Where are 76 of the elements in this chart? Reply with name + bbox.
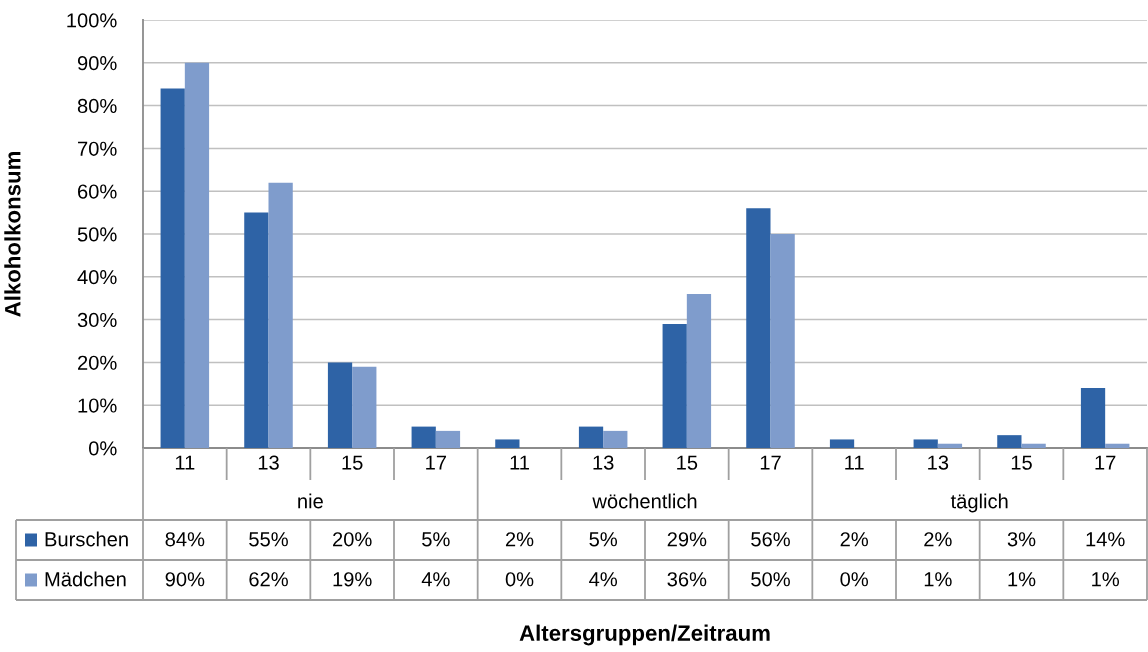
bar <box>495 439 520 448</box>
y-tick-label: 90% <box>77 56 117 71</box>
x-tick-label: 11 <box>845 455 864 470</box>
bar <box>411 426 436 448</box>
bar <box>913 439 938 448</box>
data-label: 56% <box>751 532 790 547</box>
data-label: 3% <box>1007 532 1036 547</box>
data-label: 4% <box>421 572 450 587</box>
y-tick-label: 60% <box>78 184 117 199</box>
bar <box>268 182 293 448</box>
data-label: 36% <box>667 572 707 587</box>
data-label: 1% <box>1008 572 1036 587</box>
y-tick-label: 10% <box>78 398 117 413</box>
x-tick-label: 15 <box>342 455 363 470</box>
x-tick-label: 13 <box>593 455 614 470</box>
bar <box>435 430 461 448</box>
y-tick-label: 70% <box>78 141 117 156</box>
bar <box>746 208 771 448</box>
legend-label: Mädchen <box>45 571 126 587</box>
x-tick-label: 11 <box>510 455 529 470</box>
bar <box>578 426 604 448</box>
bar <box>997 435 1022 448</box>
text: nie <box>298 493 323 509</box>
data-label: 50% <box>751 572 790 587</box>
data-label: 55% <box>249 532 288 547</box>
bar <box>1105 443 1130 448</box>
y-tick-label: 0% <box>88 441 117 456</box>
bar <box>829 439 855 448</box>
x-tick-label: 13 <box>928 455 949 470</box>
data-label: 20% <box>333 532 372 547</box>
x-tick-label: 11 <box>175 455 195 470</box>
text: täglich <box>950 493 1008 513</box>
bar <box>770 234 795 448</box>
data-label: 90% <box>165 572 205 587</box>
data-label: 5% <box>422 532 450 547</box>
text: wöchentlich <box>592 493 697 509</box>
data-label: 29% <box>667 532 707 547</box>
legend-label: Burschen <box>45 531 128 547</box>
data-label: 4% <box>589 572 617 587</box>
bar <box>184 62 210 448</box>
x-tick-label: 15 <box>677 455 698 470</box>
y-tick-label: 30% <box>77 312 117 328</box>
bar <box>352 366 377 448</box>
bar <box>244 212 269 448</box>
y-axis-title: Alkoholkonsum <box>4 152 21 317</box>
data-label: 0% <box>840 572 868 587</box>
data-label: 2% <box>924 532 952 547</box>
data-label: 14% <box>1086 532 1125 547</box>
bar <box>603 430 628 448</box>
y-tick-label: 50% <box>77 227 117 242</box>
bar <box>327 362 353 448</box>
y-tick-label: 80% <box>77 98 117 114</box>
data-label: 5% <box>589 532 617 547</box>
bar <box>686 293 712 448</box>
x-tick-label: 17 <box>426 455 447 470</box>
data-label: 2% <box>840 532 868 547</box>
x-tick-label: 15 <box>1011 455 1032 470</box>
x-tick-label: 17 <box>1095 455 1116 470</box>
data-label: 62% <box>249 572 288 587</box>
bar <box>937 443 963 448</box>
bar <box>662 323 687 448</box>
data-label: 1% <box>1092 572 1119 587</box>
bar <box>160 88 185 448</box>
data-label: 19% <box>333 572 372 587</box>
x-tick-label: 13 <box>258 455 279 470</box>
data-label: 1% <box>924 572 952 587</box>
y-tick-label: 40% <box>77 270 117 285</box>
y-tick-label: 100% <box>67 13 117 28</box>
bar <box>1080 388 1106 448</box>
data-label: 2% <box>505 532 534 547</box>
x-tick-label: 17 <box>760 455 781 470</box>
data-label: 84% <box>165 532 205 547</box>
data-label: 0% <box>505 572 534 587</box>
y-tick-label: 20% <box>78 355 117 370</box>
text: Altersgruppen/Zeitraum <box>519 624 770 646</box>
bar <box>1021 443 1046 448</box>
